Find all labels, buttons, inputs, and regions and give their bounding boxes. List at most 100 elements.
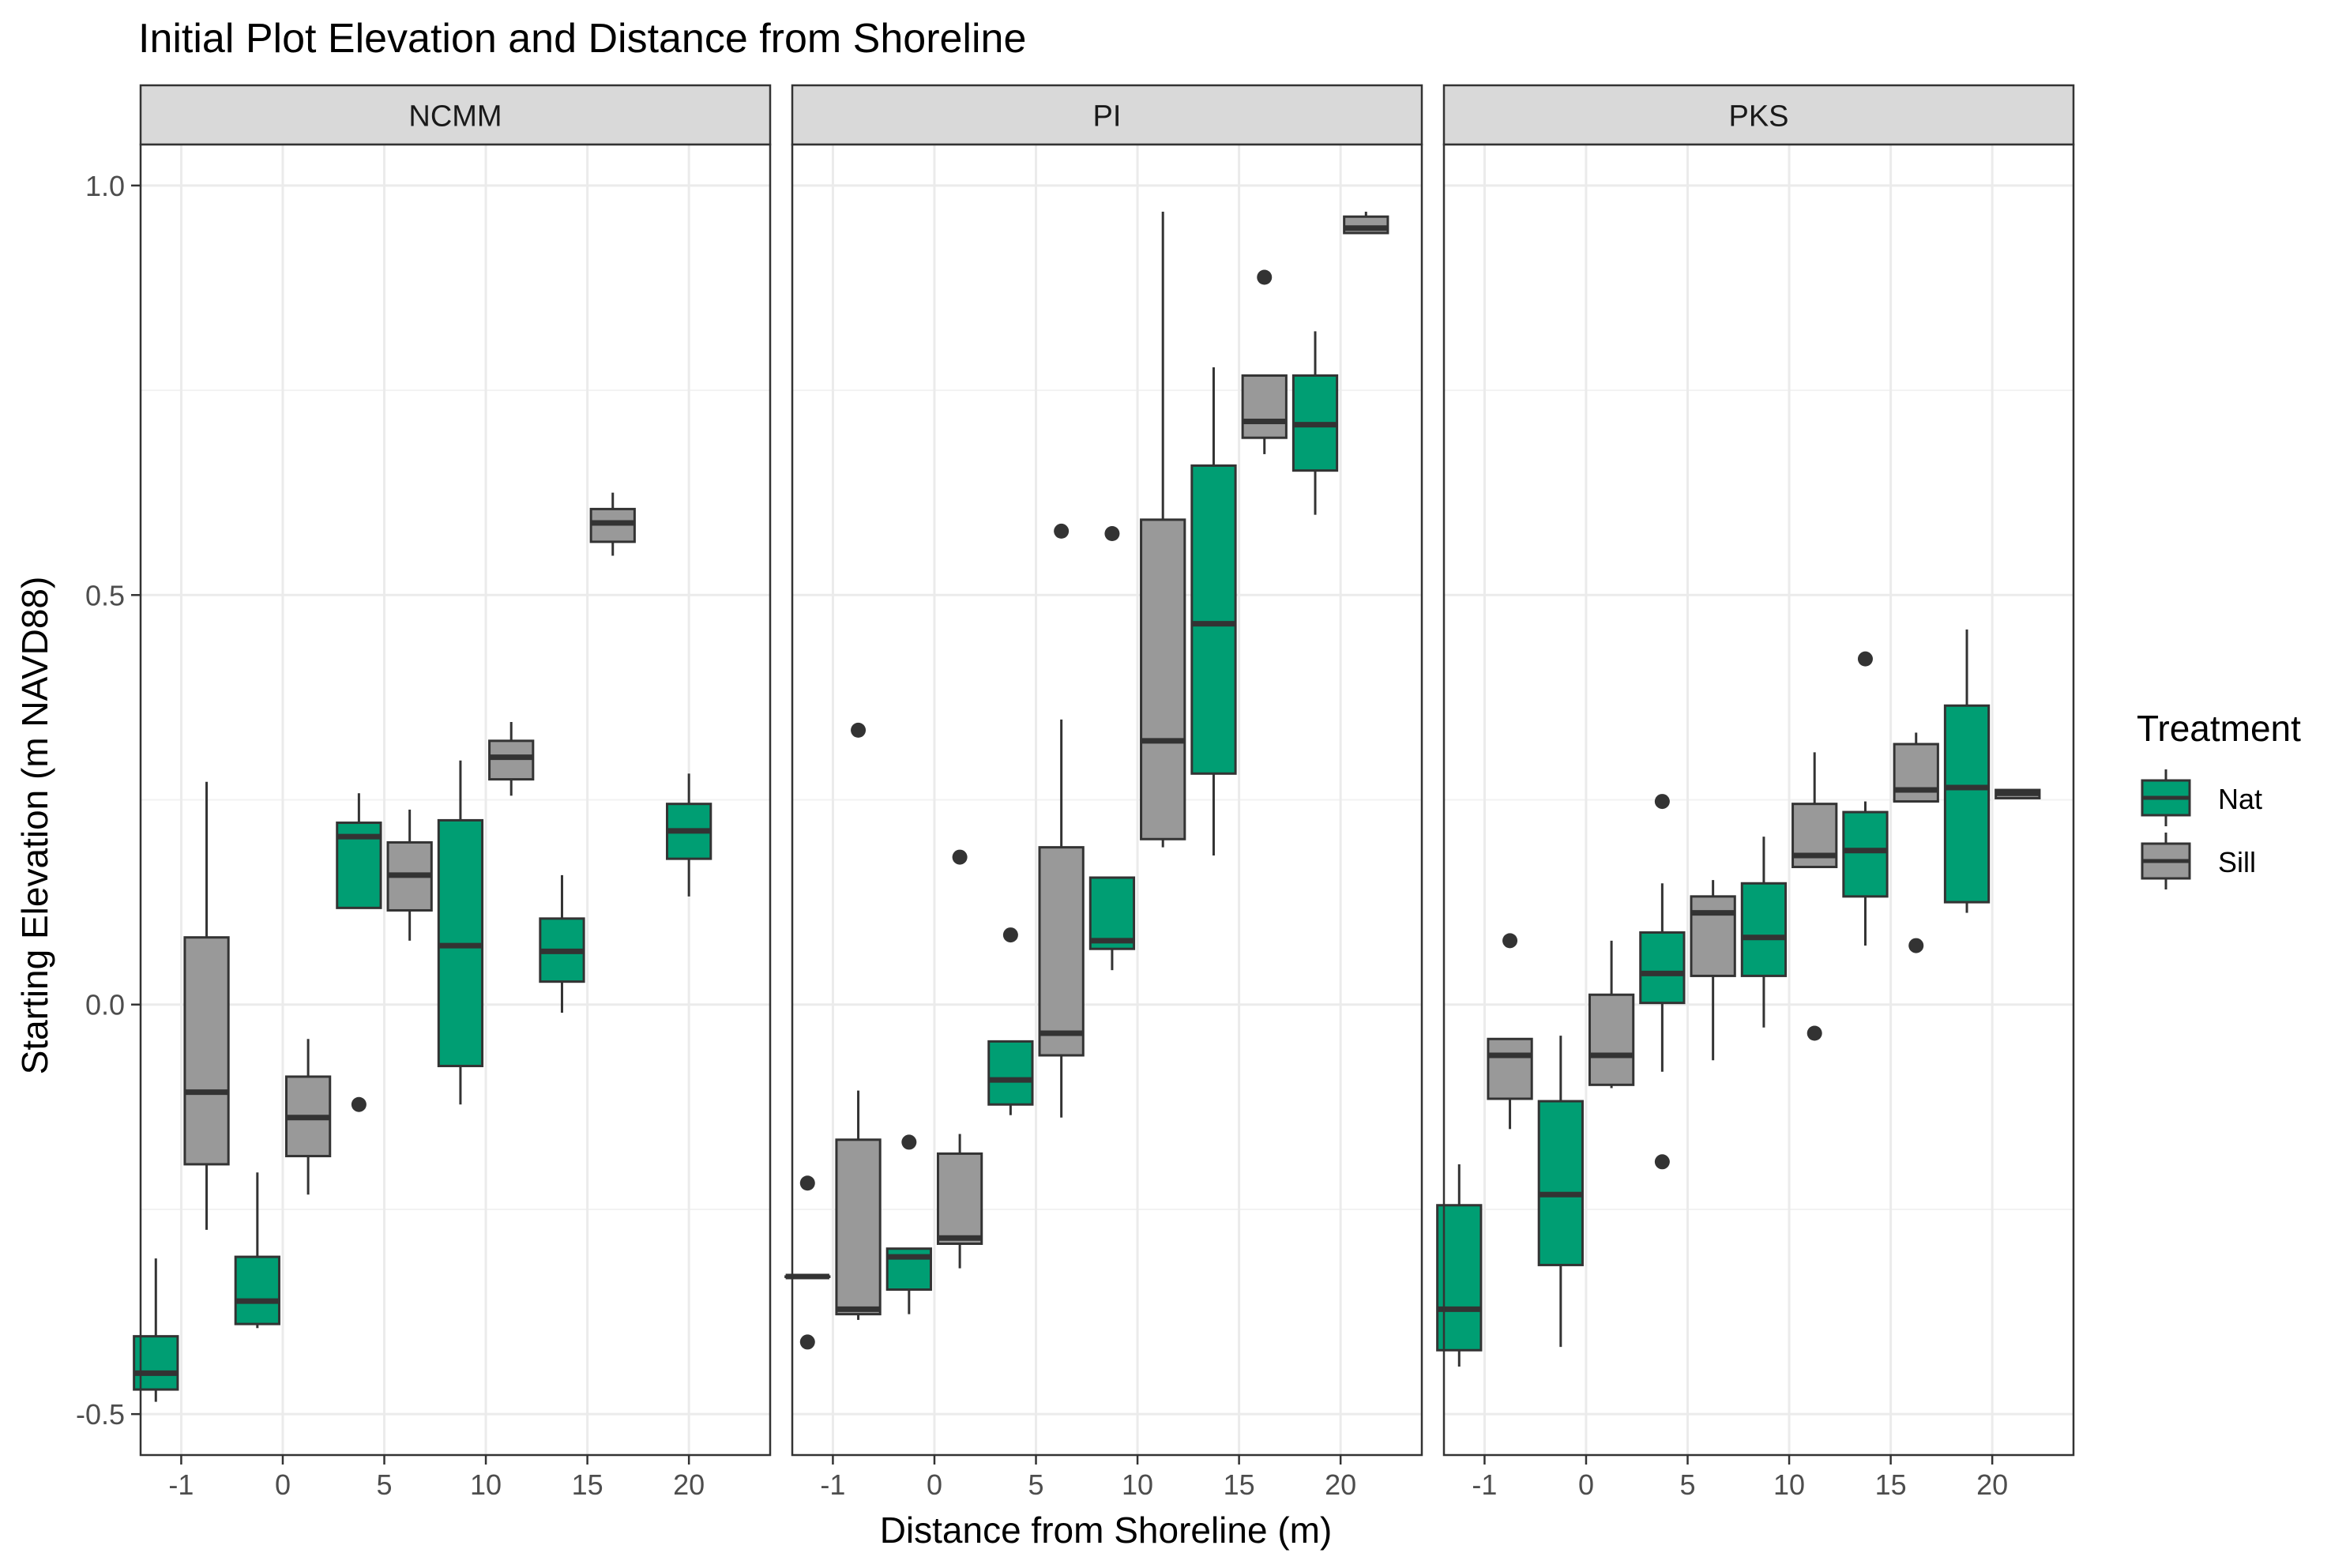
x-tick-label: 5: [1028, 1468, 1044, 1501]
facet-strip-label: PI: [1093, 100, 1122, 133]
box-nat-20: [666, 773, 712, 897]
legend-entry-sill: Sill: [2141, 833, 2256, 889]
x-tick-label: 15: [572, 1468, 603, 1501]
chart-title: Initial Plot Elevation and Distance from…: [138, 16, 1026, 62]
box-nat-5: [987, 927, 1034, 1115]
x-tick-label: 20: [673, 1468, 705, 1501]
outlier-point: [799, 1175, 815, 1191]
box-nat-15: [1190, 367, 1237, 856]
facet-panel-pks: PKS -1 0 5 10 15 20: [1436, 84, 2075, 1501]
box-nat-5: [1639, 794, 1686, 1170]
outlier-point: [1908, 938, 1924, 953]
x-tick-label: 5: [1680, 1468, 1696, 1501]
box-body: [183, 936, 230, 1166]
x-tick-label: -1: [168, 1468, 194, 1501]
box-nat-5: [336, 793, 382, 1112]
box-sill-15: [1893, 732, 1939, 953]
box-sill--1: [835, 722, 882, 1320]
box-sill--1: [1487, 933, 1533, 1130]
box-body: [1588, 993, 1635, 1086]
box-nat-10: [437, 760, 484, 1105]
outlier-point: [901, 1134, 917, 1150]
box-nat-0: [885, 1134, 932, 1314]
legend-entry-nat: Nat: [2141, 769, 2262, 826]
legend-label: Sill: [2218, 846, 2256, 878]
x-tick-label: 10: [470, 1468, 502, 1501]
x-tick-label: 10: [1122, 1468, 1153, 1501]
box-body: [936, 1152, 983, 1245]
box-body: [1487, 1037, 1533, 1100]
outlier-point: [1054, 523, 1070, 539]
box-nat-15: [1842, 651, 1889, 946]
box-sill-0: [1588, 940, 1635, 1089]
box-body: [1140, 518, 1186, 840]
panel-border: [139, 143, 772, 1457]
facet-strip: [791, 84, 1423, 146]
outlier-point: [1002, 927, 1018, 943]
outlier-point: [1502, 933, 1518, 949]
box-sill-20: [1343, 212, 1389, 235]
legend-title: Treatment: [2137, 708, 2301, 749]
box-sill-5: [1038, 523, 1085, 1118]
facet-strip-label: NCMM: [408, 100, 502, 133]
box-nat-20: [1291, 331, 1339, 515]
x-axis-label: Distance from Shoreline (m): [880, 1510, 1333, 1551]
panel-border: [1442, 143, 2075, 1457]
box-sill-10: [1140, 212, 1186, 848]
panel-border: [791, 143, 1423, 1457]
y-tick-label: 1.0: [85, 170, 125, 202]
x-tick-label: 20: [1976, 1468, 2008, 1501]
x-tick-label: 0: [275, 1468, 291, 1501]
box-body: [1190, 464, 1237, 775]
y-tick-label: 0.0: [85, 989, 125, 1021]
box-body: [1842, 810, 1889, 898]
x-tick-label: 5: [377, 1468, 393, 1501]
outlier-point: [851, 722, 867, 738]
box-body: [987, 1040, 1034, 1106]
box-sill-10: [1791, 752, 1838, 1041]
box-body: [1943, 704, 1991, 904]
box-nat-0: [1537, 1036, 1584, 1348]
box-body: [1241, 374, 1288, 439]
x-tick-label: -1: [1472, 1468, 1497, 1501]
box-body: [1088, 876, 1136, 950]
x-tick-label: 10: [1773, 1468, 1805, 1501]
x-tick-label: 0: [1578, 1468, 1594, 1501]
box-sill-5: [1690, 880, 1736, 1061]
outlier-point: [799, 1334, 815, 1350]
box-nat-20: [1943, 629, 1991, 913]
box-sill-5: [386, 809, 433, 941]
outlier-point: [1257, 269, 1273, 285]
x-tick-label: -1: [820, 1468, 845, 1501]
box-body: [1740, 882, 1788, 977]
box-body: [1537, 1100, 1584, 1266]
box-nat-10: [1088, 526, 1136, 971]
outlier-point: [351, 1096, 367, 1112]
box-body: [488, 739, 535, 781]
facet-panel-ncmm: NCMM -1 0 5 10 15 20 -0.5 0.0 0.5 1.0: [76, 84, 772, 1501]
outlier-point: [1654, 1154, 1670, 1170]
box-nat-0: [234, 1172, 280, 1329]
outlier-point: [1857, 651, 1873, 667]
box-body: [835, 1138, 882, 1316]
box-nat-15: [539, 874, 585, 1013]
box-body: [1893, 743, 1939, 803]
box-sill-15: [589, 492, 636, 556]
x-tick-label: 15: [1875, 1468, 1907, 1501]
facet-strip: [1442, 84, 2075, 146]
box-sill-0: [284, 1039, 332, 1195]
x-tick-label: 15: [1224, 1468, 1255, 1501]
box-nat--1: [784, 1175, 831, 1350]
box-sill--1: [183, 781, 230, 1230]
box-sill-10: [488, 721, 535, 796]
legend: Treatment Nat Sill: [2137, 708, 2301, 889]
x-tick-label: 20: [1325, 1468, 1356, 1501]
box-body: [1038, 846, 1085, 1057]
y-tick-label: 0.5: [85, 579, 125, 611]
y-tick-label: -0.5: [76, 1398, 125, 1431]
box-body: [234, 1255, 280, 1325]
outlier-point: [1104, 526, 1120, 542]
facet-strip-label: PKS: [1728, 100, 1788, 133]
legend-label: Nat: [2218, 783, 2262, 815]
